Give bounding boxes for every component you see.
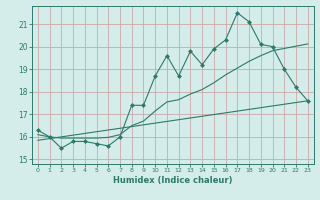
X-axis label: Humidex (Indice chaleur): Humidex (Indice chaleur) [113, 176, 233, 185]
